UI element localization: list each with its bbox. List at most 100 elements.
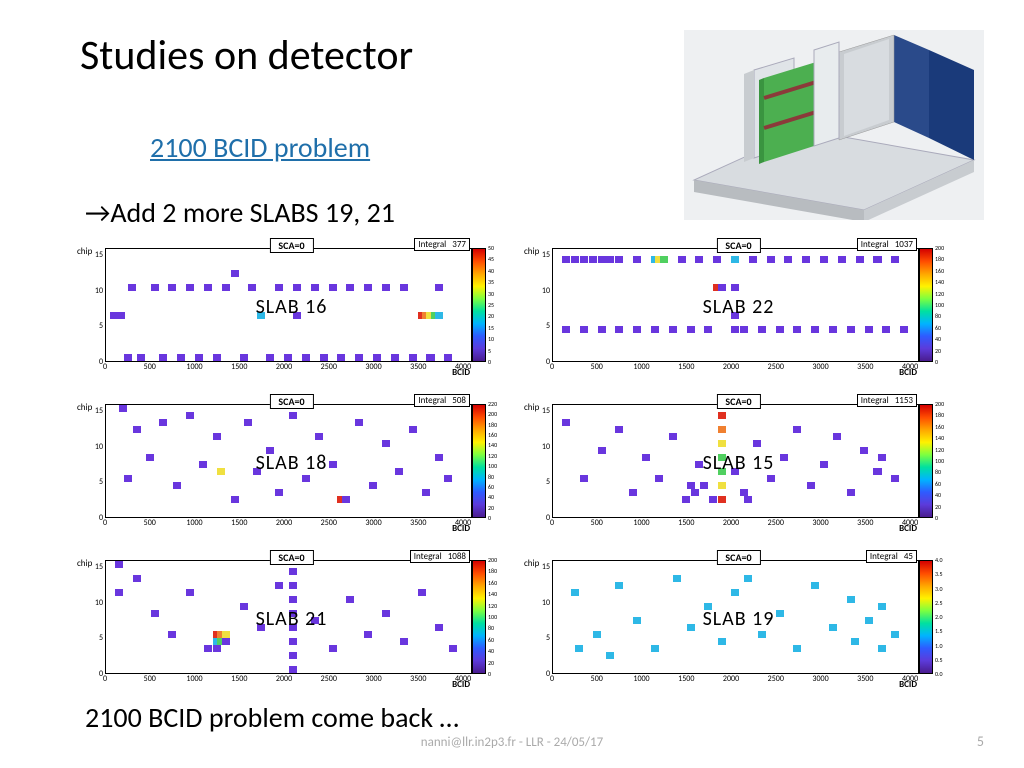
heatmap-cell [776,326,784,333]
heatmap-cell [369,482,377,489]
heatmap-cell [660,256,668,263]
heatmap-cell [159,419,167,426]
heatmap-cell [678,256,686,263]
colorbar-ticks: 0.00.51.01.52.02.53.03.54.0 [935,560,955,674]
heatmap-cell [275,284,283,291]
heatmap-cell [687,326,695,333]
heatmap-cell [195,354,203,361]
heatmap-cell [704,326,712,333]
heatmap-cell [329,284,337,291]
heatmap-cell [248,284,256,291]
heatmap-cell [829,326,837,333]
heatmap-cell [177,354,185,361]
heatmap-cell [204,284,212,291]
heatmap-cell [793,326,801,333]
heatmap-cell [284,354,292,361]
heatmap-cell [687,482,695,489]
heatmap-cell [275,489,283,496]
heatmap-cell [682,496,690,503]
x-ticks: 05001000150020002500300035004000 [105,518,472,528]
heatmap-cell [213,354,221,361]
colorbar-ticks: 020406080100120140160180200 [935,248,955,362]
heatmap-cell [435,454,443,461]
colorbar [472,404,486,518]
heatmap-cell [873,468,881,475]
heatmap-cell [784,256,792,263]
heatmap-cell [891,475,899,482]
heatmap-cell [687,624,695,631]
x-ticks: 05001000150020002500300035004000 [552,362,919,372]
heatmap-cell [700,482,708,489]
heatmap-cell [117,312,125,319]
heatmap-cell [124,354,132,361]
heatmap-cell [562,256,570,263]
colorbar [919,404,933,518]
plots-grid: 05101520253035404550SCA=0Integral 377SLA… [75,240,955,702]
plot-sca-label: SCA=0 [716,550,760,565]
heatmap-cell [718,412,726,419]
heatmap-cell [865,617,873,624]
heatmap-cell [289,582,297,589]
heatmap-cell [731,284,739,291]
heatmap-cell [409,426,417,433]
heatmap-cell [213,645,221,652]
heatmap-cell [289,666,297,673]
heatmap-cell [217,468,225,475]
heatmap-cell [633,256,641,263]
heatmap-cell [593,631,601,638]
heatmap-cell [767,256,775,263]
heatmap-cell [878,603,886,610]
heatmap-cell [275,582,283,589]
heatmap-cell [137,354,145,361]
slab-name-label: SLAB 22 [703,295,775,319]
heatmap-cell [337,354,345,361]
heatmap-cell [811,582,819,589]
x-ticks: 05001000150020002500300035004000 [552,518,919,528]
bullet-text: →Add 2 more SLABS 19, 21 [85,195,395,230]
heatmap-cell [731,256,739,263]
heatmap-cell [633,326,641,333]
heatmap-cell [629,489,637,496]
heatmap-cell [168,284,176,291]
heatmap-cell [444,354,452,361]
heatmap-cell [891,631,899,638]
heatmap-cell [418,589,426,596]
heatmap-cell [882,326,890,333]
heatmap-cell [426,354,434,361]
heatmap-cell [718,440,726,447]
x-ticks: 05001000150020002500300035004000 [105,674,472,684]
heatmap-cell [186,589,194,596]
heatmap-cell [838,256,846,263]
slide-subtitle: 2100 BCID problem [150,130,370,165]
heatmap-cell [695,256,703,263]
heatmap-cell [865,326,873,333]
heatmap-cell [266,354,274,361]
heatmap-cell [222,638,230,645]
heatmap-cell [289,638,297,645]
x-ticks: 05001000150020002500300035004000 [105,362,472,372]
heatmap-cell [606,652,614,659]
heatmap-cell [342,496,350,503]
heatmap-cell [598,256,606,263]
integral-label: Integral 508 [414,394,470,407]
heatmap-cell [744,575,752,582]
heatmap-cell [753,440,761,447]
heatmap-cell [115,589,123,596]
heatmap-cell [400,638,408,645]
plot-sca-label: SCA=0 [716,394,760,409]
heatmap-cell [329,461,337,468]
heatmap-cell [355,354,363,361]
heatmap-cell [776,610,784,617]
heatmap-cell [615,256,623,263]
heatmap-cell [240,603,248,610]
heatmap-cell [669,433,677,440]
heatmap-cell [767,475,775,482]
plot-sca-label: SCA=0 [269,394,313,409]
integral-label: Integral 377 [414,238,470,251]
integral-label: Integral 1153 [857,394,917,407]
heatmap-cell [860,447,868,454]
heatmap-cell [231,496,239,503]
heatmap-cell [289,652,297,659]
heatmap-plot: 020406080100120140160180200220SCA=0Integ… [75,396,508,546]
detector-illustration [684,30,984,220]
